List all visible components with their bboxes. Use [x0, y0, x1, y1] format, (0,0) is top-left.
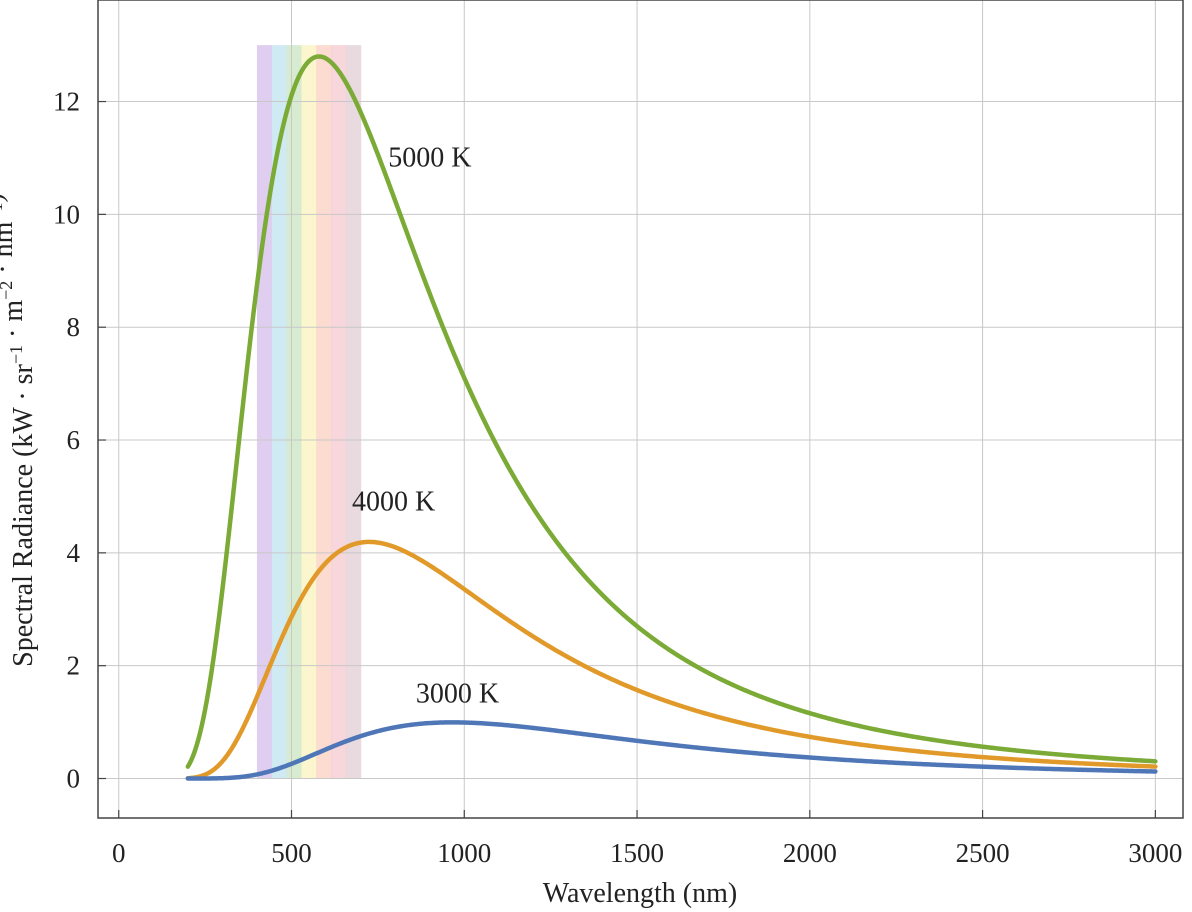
- y-tick-label: 0: [67, 764, 81, 794]
- x-axis-label: Wavelength (nm): [543, 878, 737, 909]
- y-tick-label: 10: [53, 199, 80, 229]
- y-tick-label: 8: [67, 312, 81, 342]
- visible-band-segment: [316, 45, 332, 779]
- visible-band-segment: [301, 45, 317, 779]
- x-tick-label: 1500: [610, 838, 664, 868]
- series-line-3000k: [185, 720, 1158, 781]
- x-tick-label: 500: [271, 838, 312, 868]
- visible-band-segment: [256, 45, 273, 779]
- radiance-curves: [185, 54, 1158, 781]
- visible-spectrum-band: [256, 45, 362, 779]
- y-axis-ticks: 0 2 4 6 8 10 12: [53, 87, 106, 794]
- x-tick-label: 3000: [1128, 838, 1182, 868]
- x-tick-label: 2500: [956, 838, 1010, 868]
- visible-band-segment: [271, 45, 288, 779]
- y-tick-label: 2: [67, 651, 81, 681]
- series-line-4000k: [185, 539, 1158, 781]
- curve-label-4000k: 4000 K: [352, 487, 435, 518]
- curve-label-3000k: 3000 K: [416, 678, 499, 709]
- x-tick-label: 0: [112, 838, 126, 868]
- y-tick-label: 12: [53, 87, 80, 117]
- y-tick-label: 6: [67, 425, 81, 455]
- curve-labels: 5000 K 4000 K 3000 K: [352, 142, 499, 709]
- grid-lines: [98, 0, 1183, 818]
- y-tick-label: 4: [67, 538, 81, 568]
- y-axis-label: Spectral Radiance (kW · sr−1 · m−2 · nm−…: [0, 193, 39, 667]
- x-axis-ticks: 0 500 1000 1500 2000 2500 3000: [112, 810, 1182, 868]
- visible-band-segment: [286, 45, 302, 779]
- x-tick-label: 2000: [783, 838, 837, 868]
- x-tick-label: 1000: [437, 838, 491, 868]
- plot-frame: [97, 0, 1184, 819]
- visible-band-segment: [330, 45, 347, 779]
- curve-label-5000k: 5000 K: [388, 142, 471, 173]
- series-line-5000k: [185, 54, 1158, 769]
- visible-band-segment: [345, 45, 362, 779]
